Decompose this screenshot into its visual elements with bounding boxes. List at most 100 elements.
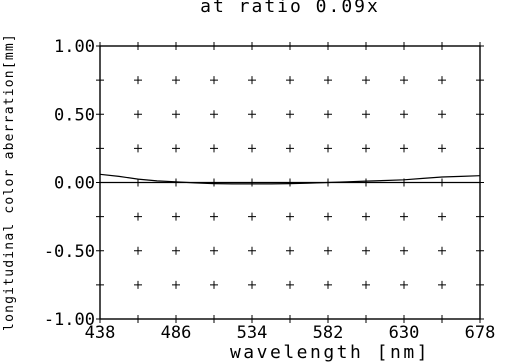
- grid-marker: [286, 144, 294, 153]
- grid-marker: [324, 315, 332, 323]
- grid-marker: [172, 76, 180, 85]
- grid-marker: [362, 42, 370, 50]
- grid-marker: [400, 144, 408, 153]
- grid-marker: [172, 212, 180, 221]
- grid-marker: [248, 110, 256, 119]
- grid-marker: [172, 246, 180, 255]
- grid-marker: [324, 212, 332, 221]
- grid-marker: [438, 246, 446, 255]
- grid-marker: [362, 280, 370, 289]
- grid-marker: [476, 42, 484, 50]
- grid-marker: [324, 76, 332, 85]
- grid-marker: [96, 315, 104, 323]
- x-tick-label: 486: [161, 323, 192, 343]
- grid-marker: [248, 280, 256, 289]
- x-tick-label: 438: [85, 323, 116, 343]
- grid-marker: [476, 315, 484, 323]
- grid-markers: [96, 42, 484, 323]
- grid-marker: [210, 76, 218, 85]
- x-tick-label: 534: [237, 323, 268, 343]
- grid-marker: [286, 212, 294, 221]
- grid-marker: [210, 315, 218, 323]
- grid-marker: [248, 42, 256, 50]
- grid-marker: [172, 42, 180, 50]
- grid-marker: [172, 144, 180, 153]
- grid-marker: [438, 144, 446, 153]
- grid-marker: [248, 76, 256, 85]
- grid-marker: [286, 246, 294, 255]
- grid-marker: [362, 76, 370, 85]
- grid-marker: [286, 110, 294, 119]
- grid-marker: [248, 246, 256, 255]
- grid-marker: [324, 42, 332, 50]
- x-tick-label: 630: [389, 323, 420, 343]
- grid-marker: [210, 144, 218, 153]
- grid-marker: [96, 144, 104, 153]
- grid-marker: [286, 76, 294, 85]
- grid-marker: [476, 212, 484, 221]
- grid-marker: [134, 42, 142, 50]
- grid-marker: [134, 144, 142, 153]
- grid-marker: [96, 246, 104, 255]
- grid-marker: [134, 110, 142, 119]
- grid-marker: [210, 110, 218, 119]
- grid-marker: [324, 144, 332, 153]
- grid-marker: [400, 246, 408, 255]
- grid-marker: [134, 280, 142, 289]
- grid-marker: [400, 280, 408, 289]
- grid-marker: [210, 212, 218, 221]
- x-tick-label: 678: [465, 323, 496, 343]
- y-tick-labels: 1.00 0.50 0.00 -0.50 -1.00: [44, 37, 95, 330]
- grid-marker: [438, 42, 446, 50]
- grid-marker: [96, 42, 104, 50]
- grid-marker: [96, 280, 104, 289]
- grid-marker: [248, 144, 256, 153]
- grid-marker: [362, 246, 370, 255]
- grid-marker: [96, 76, 104, 85]
- grid-marker: [362, 144, 370, 153]
- y-tick-label: 0.50: [54, 105, 95, 125]
- grid-marker: [134, 246, 142, 255]
- x-tick-label: 582: [313, 323, 344, 343]
- grid-marker: [400, 110, 408, 119]
- grid-marker: [96, 110, 104, 119]
- grid-marker: [362, 110, 370, 119]
- grid-marker: [172, 280, 180, 289]
- grid-marker: [476, 144, 484, 153]
- y-tick-label: -1.00: [44, 310, 95, 330]
- grid-marker: [400, 42, 408, 50]
- x-tick-labels: 438 486 534 582 630 678: [85, 323, 496, 343]
- grid-marker: [476, 280, 484, 289]
- y-axis-label: longitudinal color aberration[mm]: [2, 33, 17, 331]
- y-tick-label: 1.00: [54, 37, 95, 57]
- grid-marker: [324, 110, 332, 119]
- grid-marker: [248, 212, 256, 221]
- grid-marker: [438, 110, 446, 119]
- series-line: [99, 173, 481, 185]
- grid-marker: [248, 315, 256, 323]
- grid-marker: [286, 280, 294, 289]
- grid-marker: [362, 212, 370, 221]
- grid-marker: [210, 246, 218, 255]
- grid-marker: [324, 246, 332, 255]
- grid-marker: [286, 315, 294, 323]
- grid-marker: [96, 212, 104, 221]
- chart-title: at ratio 0.09x: [200, 0, 380, 17]
- grid-marker: [476, 110, 484, 119]
- grid-marker: [324, 280, 332, 289]
- grid-marker: [210, 280, 218, 289]
- grid-marker: [438, 76, 446, 85]
- grid-marker: [438, 280, 446, 289]
- grid-marker: [362, 315, 370, 323]
- grid-marker: [400, 315, 408, 323]
- grid-marker: [476, 246, 484, 255]
- grid-marker: [476, 76, 484, 85]
- grid-marker: [134, 212, 142, 221]
- grid-marker: [438, 212, 446, 221]
- grid-marker: [172, 110, 180, 119]
- grid-marker: [438, 315, 446, 323]
- grid-marker: [286, 42, 294, 50]
- grid-marker: [134, 76, 142, 85]
- x-axis-label: wavelength [nm]: [230, 342, 430, 363]
